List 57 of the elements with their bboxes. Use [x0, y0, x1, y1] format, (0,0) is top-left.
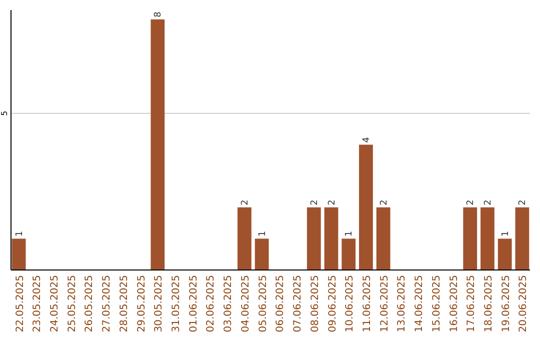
x-tick-label: 15.06.2025	[431, 275, 442, 332]
bar	[238, 207, 252, 270]
data-label: 2	[240, 200, 250, 206]
data-label: 1	[14, 230, 25, 237]
bar	[463, 207, 478, 270]
x-tick-label: 17.06.2025	[466, 275, 478, 332]
x-tick-label: 02.06.2025	[206, 275, 217, 332]
data-label: 1	[258, 230, 268, 237]
bar	[254, 238, 269, 270]
x-tick-label: 18.06.2025	[483, 275, 494, 332]
bar	[324, 207, 338, 270]
data-label: 2	[327, 200, 338, 206]
x-tick-label: 20.06.2025	[518, 275, 530, 332]
bar	[376, 207, 390, 270]
bar	[359, 144, 373, 270]
bar	[498, 238, 512, 270]
x-tick-label: 31.05.2025	[171, 275, 182, 332]
data-label: 2	[518, 200, 528, 206]
x-tick-label: 08.06.2025	[310, 275, 321, 332]
bar	[515, 207, 530, 270]
x-tick-label: 29.05.2025	[136, 275, 148, 332]
data-label: 1	[344, 230, 355, 237]
bar	[150, 19, 165, 270]
y-tick-label: 5	[0, 110, 9, 116]
x-tick-label: 05.06.2025	[258, 275, 269, 332]
bar	[12, 238, 26, 270]
x-tick-label: 14.06.2025	[414, 275, 426, 332]
x-tick-label: 11.06.2025	[362, 275, 373, 332]
bar	[306, 207, 321, 270]
x-tick-label: 27.05.2025	[102, 275, 113, 332]
x-tick-label: 19.06.2025	[500, 275, 512, 332]
data-label: 2	[310, 200, 320, 206]
x-tick-label: 07.06.2025	[292, 275, 304, 332]
x-tick-label: 13.06.2025	[396, 275, 408, 332]
x-tick-label: 30.05.2025	[154, 275, 165, 332]
x-tick-label: 23.05.2025	[32, 275, 44, 332]
bar	[342, 238, 356, 270]
x-tick-label: 03.06.2025	[223, 275, 234, 332]
x-tick-label: 26.05.2025	[84, 275, 96, 332]
x-tick-label: 09.06.2025	[327, 275, 338, 332]
x-tick-label: 01.06.2025	[188, 275, 200, 332]
x-tick-label: 16.06.2025	[448, 275, 460, 332]
x-tick-label: 10.06.2025	[344, 275, 356, 332]
data-label: 8	[154, 11, 164, 18]
x-tick-label: 28.05.2025	[118, 275, 130, 332]
data-label: 2	[466, 200, 476, 206]
x-tick-label: 24.05.2025	[50, 275, 61, 332]
x-tick-label: 06.06.2025	[275, 275, 286, 332]
x-tick-label: 12.06.2025	[379, 275, 390, 332]
x-tick-label: 22.05.2025	[14, 275, 26, 332]
data-label: 2	[483, 200, 494, 206]
x-tick-label: 04.06.2025	[240, 275, 252, 332]
bar	[480, 207, 494, 270]
x-tick-label: 25.05.2025	[66, 275, 78, 332]
data-label: 1	[500, 230, 511, 237]
data-label: 4	[362, 136, 372, 143]
data-label: 2	[379, 200, 390, 206]
